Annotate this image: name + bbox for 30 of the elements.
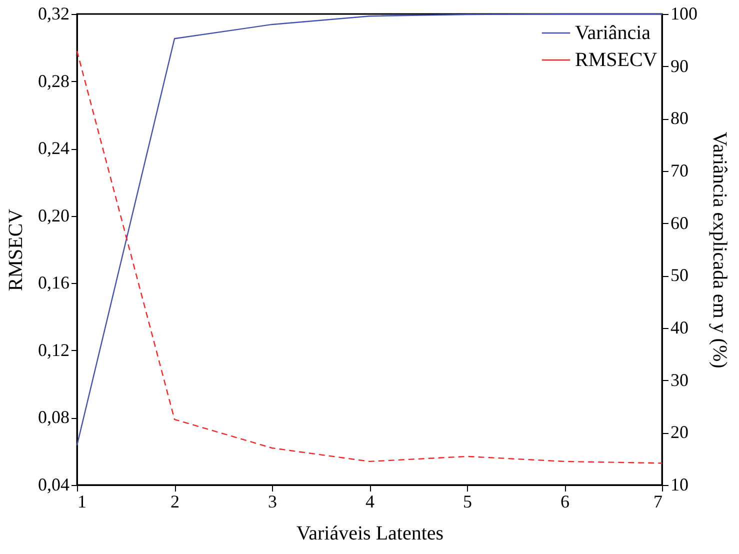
y2-tick-label: 80 (670, 108, 688, 128)
y-tick-label: 0,16 (38, 272, 70, 293)
y2-tick-label: 20 (670, 422, 688, 442)
x-axis-title: Variáveis Latentes (296, 522, 444, 544)
y-tick-label: 0,04 (38, 474, 70, 494)
y2-tick-label: 60 (670, 212, 688, 233)
y2-axis-title: Variância explicada em y (%) (708, 132, 730, 368)
y-tick-label: 0,12 (38, 340, 70, 360)
x-tick-label: 3 (268, 492, 277, 512)
y2-tick-label: 90 (670, 56, 688, 76)
x-tick-label: 1 (78, 492, 86, 512)
y-axis-title: RMSECV (5, 208, 27, 292)
y-tick-label: 0,24 (38, 138, 70, 158)
y-tick-label: 0,28 (38, 70, 70, 91)
x-tick-label: 6 (560, 492, 570, 512)
y2-tick-label: 50 (670, 265, 688, 286)
y2-tick-label: 100 (670, 4, 698, 24)
y-tick-label: 0,08 (38, 407, 70, 428)
x-tick-label: 7 (654, 492, 662, 512)
y2-tick-label: 40 (670, 318, 688, 338)
x-tick-label: 5 (463, 492, 472, 512)
x-tick-label: 2 (170, 492, 180, 512)
y2-tick-label: 10 (670, 474, 688, 494)
legend-label: Variância (575, 22, 651, 44)
x-tick-label: 4 (366, 492, 374, 512)
y-tick-label: 0,20 (38, 205, 70, 226)
legend-label: RMSECV (575, 49, 658, 71)
y2-tick-label: 30 (670, 370, 688, 390)
y2-tick-label: 70 (670, 160, 688, 180)
y-tick-label: 0,32 (38, 4, 70, 24)
